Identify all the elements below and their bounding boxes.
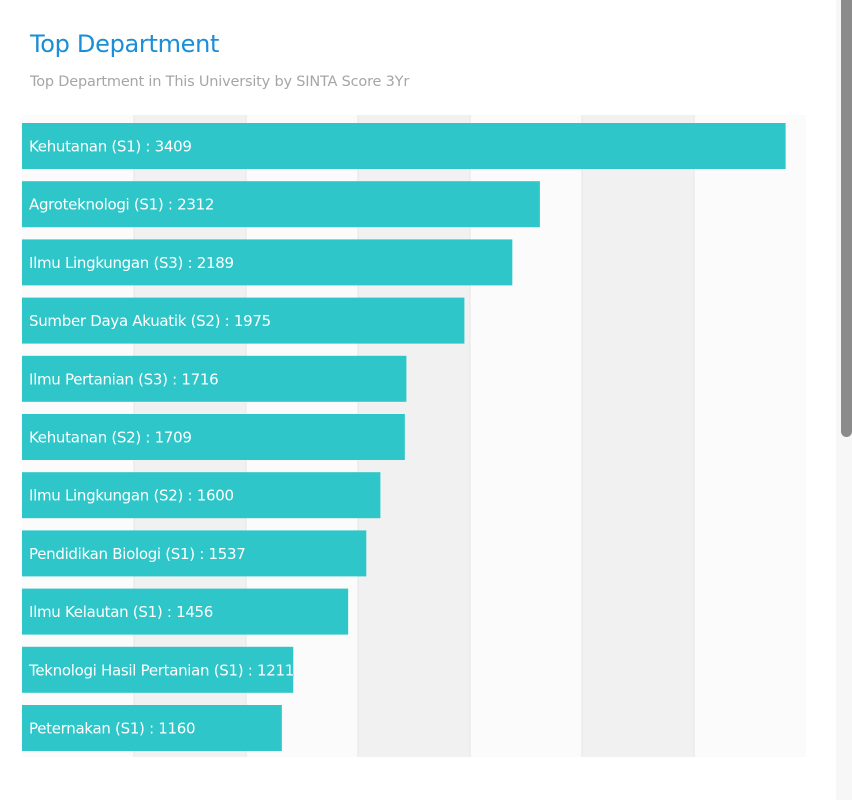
bar[interactable] — [22, 355, 407, 402]
bar-label: Agroteknologi (S1) : 2312 — [29, 196, 214, 214]
bar-label: Kehutanan (S1) : 3409 — [29, 138, 192, 156]
bar[interactable] — [22, 123, 786, 169]
chart-title: Top Department — [30, 30, 220, 58]
bar[interactable] — [22, 472, 381, 519]
bar-label: Sumber Daya Akuatik (S2) : 1975 — [29, 312, 271, 330]
bar-label: Ilmu Pertanian (S3) : 1716 — [29, 370, 218, 388]
chart-subtitle: Top Department in This University by SIN… — [30, 74, 410, 90]
bar-label: Ilmu Lingkungan (S2) : 1600 — [29, 487, 234, 505]
bar-labels: Kehutanan (S1) : 3409 Agroteknologi (S1) … — [27, 138, 294, 738]
bar-label: Peternakan (S1) : 1160 — [29, 720, 195, 738]
bar-label: Ilmu Kelautan (S1) : 1456 — [29, 603, 213, 621]
bar[interactable] — [22, 705, 282, 751]
bars — [22, 123, 786, 751]
bar[interactable] — [22, 588, 349, 635]
grid-band — [582, 115, 694, 757]
bar-label: Teknologi Hasil Pertanian (S1) : 1211 — [28, 661, 294, 679]
bar-label: Pendidikan Biologi (S1) : 1537 — [29, 545, 245, 563]
bar[interactable] — [22, 530, 367, 577]
grid-band — [694, 115, 806, 757]
scrollbar-thumb[interactable] — [841, 0, 852, 437]
bar[interactable] — [22, 181, 540, 228]
bar[interactable] — [22, 239, 513, 286]
bar[interactable] — [22, 414, 405, 460]
bar[interactable] — [22, 646, 294, 693]
bar[interactable] — [22, 297, 465, 344]
bar-label: Kehutanan (S2) : 1709 — [29, 429, 192, 447]
bar-label: Ilmu Lingkungan (S3) : 2189 — [29, 254, 234, 272]
